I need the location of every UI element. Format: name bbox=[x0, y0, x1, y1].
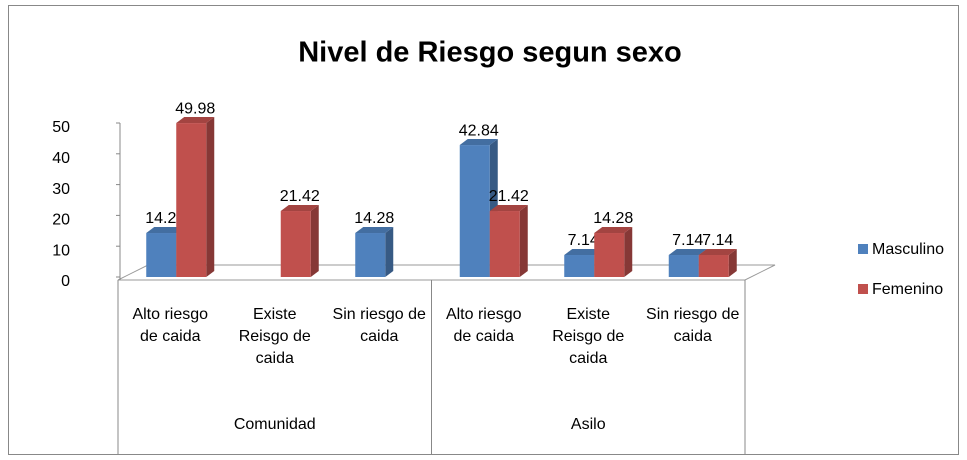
bar bbox=[668, 255, 699, 277]
bar-top bbox=[668, 249, 707, 256]
bar-side bbox=[310, 205, 319, 277]
data-label: 7.14 bbox=[702, 232, 733, 249]
bar bbox=[489, 211, 520, 277]
group-label: Asilo bbox=[571, 416, 606, 433]
legend-swatch bbox=[858, 284, 868, 294]
y-tick-label: 20 bbox=[52, 212, 70, 229]
data-label: 14.28 bbox=[354, 210, 394, 227]
bar bbox=[280, 211, 311, 277]
bar-side bbox=[728, 249, 737, 277]
data-label: 14.28 bbox=[593, 210, 633, 227]
data-label: 21.42 bbox=[489, 188, 529, 205]
bar bbox=[594, 233, 625, 277]
data-label: 21.42 bbox=[280, 188, 320, 205]
bar-top bbox=[489, 205, 528, 212]
bar-side bbox=[624, 227, 633, 277]
bar bbox=[564, 255, 595, 277]
y-tick-label: 40 bbox=[52, 150, 70, 167]
legend-swatch bbox=[858, 244, 868, 254]
x-tick-label: Existe Reisgo de caida bbox=[238, 306, 311, 367]
bar-top bbox=[459, 139, 498, 146]
legend-label: Femenino bbox=[872, 281, 943, 298]
bar bbox=[176, 123, 207, 277]
bar bbox=[698, 255, 729, 277]
x-tick-label: Alto riesgo de caida bbox=[445, 306, 522, 345]
bar-side bbox=[385, 227, 394, 277]
bar-top bbox=[698, 249, 737, 256]
bar-side bbox=[519, 205, 528, 277]
x-tick-label: Sin riesgo de caida bbox=[332, 306, 426, 345]
x-tick-label: Existe Reisgo de caida bbox=[552, 306, 625, 367]
bar-top bbox=[176, 117, 215, 124]
y-tick-label: 30 bbox=[52, 181, 70, 198]
x-tick-label: Alto riesgo de caida bbox=[132, 306, 209, 345]
y-tick-label: 10 bbox=[52, 242, 70, 259]
bar bbox=[146, 233, 177, 277]
data-label: 49.98 bbox=[175, 100, 215, 117]
bar-top bbox=[355, 227, 394, 234]
x-tick-label: Sin riesgo de caida bbox=[646, 306, 740, 345]
bar bbox=[355, 233, 386, 277]
data-label: 7.14 bbox=[672, 232, 703, 249]
legend-label: Masculino bbox=[872, 241, 944, 258]
y-tick-label: 0 bbox=[61, 273, 70, 290]
bar bbox=[459, 145, 490, 277]
data-label: 7.14 bbox=[568, 232, 599, 249]
group-label: Comunidad bbox=[234, 416, 316, 433]
chart-title: Nivel de Riesgo segun sexo bbox=[298, 37, 682, 69]
y-tick-label: 50 bbox=[52, 119, 70, 136]
bar-top bbox=[564, 249, 603, 256]
bar-top bbox=[594, 227, 633, 234]
bar-top bbox=[280, 205, 319, 212]
bar-side bbox=[206, 117, 215, 277]
data-label: 14.28 bbox=[145, 210, 185, 227]
bar-top bbox=[146, 227, 185, 234]
data-label: 42.84 bbox=[459, 122, 499, 139]
